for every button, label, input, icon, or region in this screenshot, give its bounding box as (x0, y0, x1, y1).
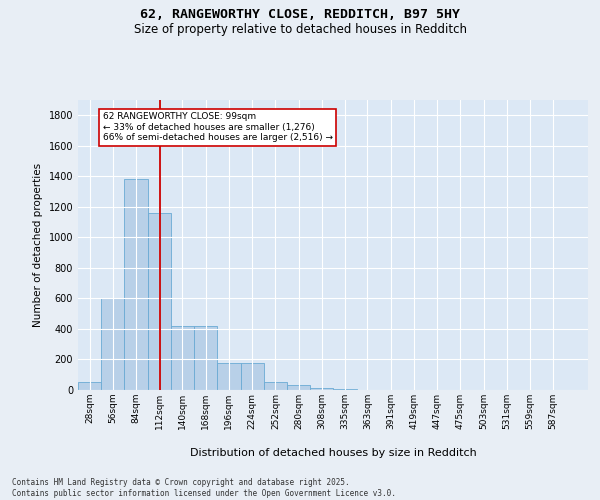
Bar (101, 298, 124, 390)
Bar (78, 382, 101, 390)
Text: 62 RANGEWORTHY CLOSE: 99sqm
← 33% of detached houses are smaller (1,276)
66% of : 62 RANGEWORTHY CLOSE: 99sqm ← 33% of det… (103, 112, 333, 142)
Bar (264, 382, 287, 390)
Text: Contains HM Land Registry data © Crown copyright and database right 2025.
Contai: Contains HM Land Registry data © Crown c… (12, 478, 396, 498)
Bar (171, 326, 194, 390)
Bar (148, 213, 171, 390)
Y-axis label: Number of detached properties: Number of detached properties (33, 163, 43, 327)
Bar (310, 388, 334, 390)
Bar (287, 386, 310, 390)
Text: 62, RANGEWORTHY CLOSE, REDDITCH, B97 5HY: 62, RANGEWORTHY CLOSE, REDDITCH, B97 5HY (140, 8, 460, 20)
Bar (124, 180, 148, 390)
Bar (241, 362, 264, 390)
Text: Distribution of detached houses by size in Redditch: Distribution of detached houses by size … (190, 448, 476, 458)
Bar (194, 326, 217, 390)
Text: Size of property relative to detached houses in Redditch: Size of property relative to detached ho… (133, 22, 467, 36)
Bar (217, 362, 241, 390)
Bar (334, 389, 356, 390)
